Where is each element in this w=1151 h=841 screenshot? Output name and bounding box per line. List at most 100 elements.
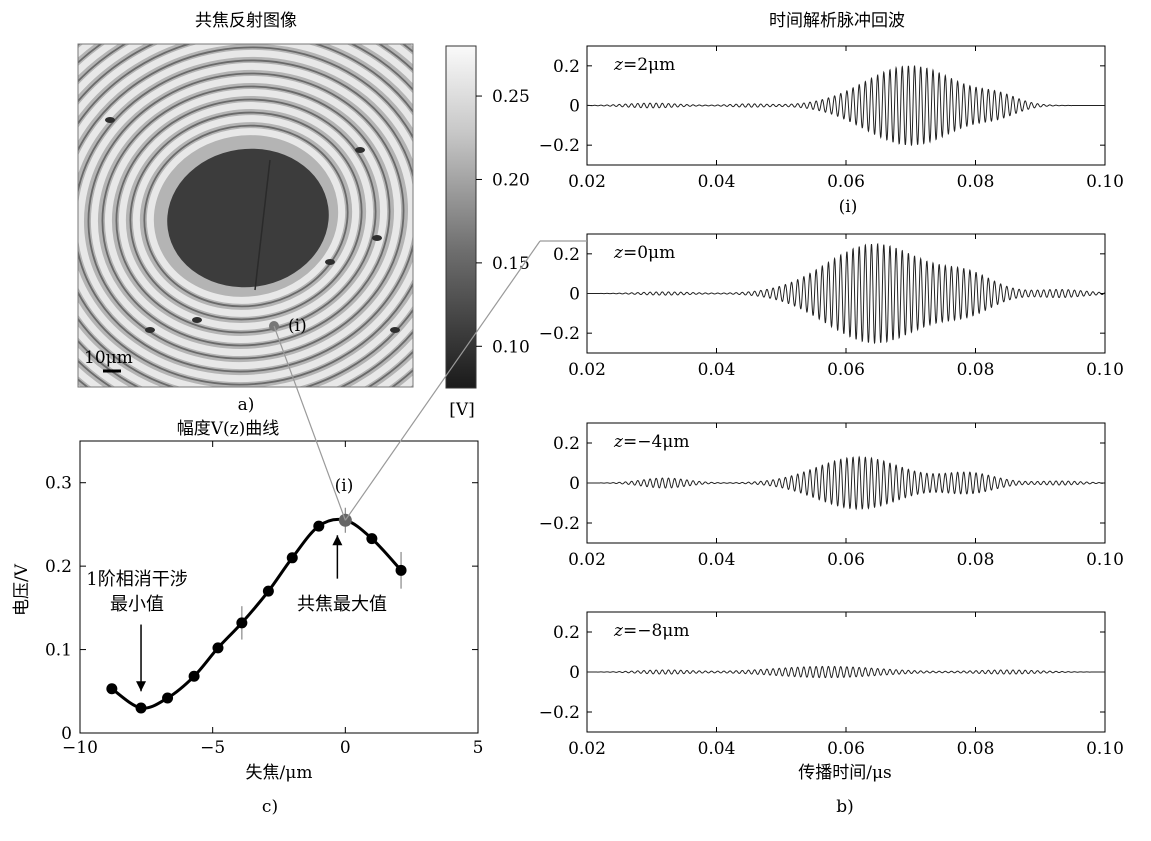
- vz-point: [366, 533, 378, 545]
- dark-specks: [105, 117, 400, 333]
- panel-b-xlabel: 传播时间/μs: [798, 763, 892, 783]
- x-tick-label: 0.06: [827, 172, 865, 192]
- confocal-image: [78, 44, 413, 387]
- x-tick-label: 0.02: [568, 172, 606, 192]
- vz-point: [262, 585, 274, 597]
- ring-dark: [129, 111, 363, 321]
- connector-point-to-echo: [344, 240, 541, 521]
- ring-dark: [115, 98, 377, 334]
- x-tick-label: 0.04: [698, 550, 736, 570]
- vz-point: [395, 564, 407, 576]
- speck: [192, 317, 202, 323]
- speck: [145, 327, 155, 333]
- y-tick-label: 0.2: [553, 245, 580, 265]
- vz-point: [286, 552, 298, 564]
- x-tick-label: 0.08: [957, 172, 995, 192]
- x-tick-label: 0.02: [568, 550, 606, 570]
- y-tick-label: −0.2: [539, 703, 580, 723]
- x-tick-label: 0.10: [1086, 550, 1124, 570]
- z-label: z=0μm: [613, 243, 675, 263]
- max-arrow-head: [332, 535, 343, 546]
- panel-a-label: a): [238, 395, 255, 415]
- connector-image-to-point: [273, 325, 346, 521]
- panel-a-title: 共焦反射图像: [195, 11, 297, 31]
- z-label: z=−4μm: [613, 432, 689, 452]
- ring-dark: [78, 59, 413, 373]
- x-tick-label: 0.06: [827, 360, 865, 380]
- x-tick-label: 0.10: [1086, 172, 1124, 192]
- image-frame: [77, 43, 414, 388]
- x-tick-label: 5: [473, 738, 484, 758]
- speck: [325, 259, 335, 265]
- speck: [390, 327, 400, 333]
- vz-plot: −10 −5 0 5 0.3 0.2 0.1 0: [45, 440, 484, 758]
- y-tick-label: −0.2: [539, 324, 580, 344]
- ring-dark: [143, 124, 349, 308]
- panel-c-label: c): [262, 797, 278, 817]
- y-tick-label: −0.2: [539, 136, 580, 156]
- y-tick-label: 0: [61, 724, 72, 744]
- vz-point: [188, 670, 200, 682]
- vz-point: [162, 692, 174, 704]
- y-tick-label: 0.3: [45, 474, 72, 494]
- connector-lines: [273, 240, 587, 521]
- panel-c-title: 幅度V(z)曲线: [177, 419, 280, 439]
- x-tick-label: 0: [340, 738, 351, 758]
- echo-waveform: [587, 242, 1106, 345]
- ring-light: [146, 128, 346, 304]
- x-tick-label: 0.06: [827, 550, 865, 570]
- echo-plot-3: 0.02 0.04 0.06 0.08 0.10 0.2 0 −0.2 z=−8μm: [539, 611, 1124, 759]
- ring-dark: [101, 85, 391, 347]
- panel-c-xlabel: 失焦/μm: [246, 763, 313, 783]
- ring-light: [78, 49, 413, 383]
- x-tick-label: 0.08: [957, 360, 995, 380]
- x-tick-label: 0.02: [568, 739, 606, 759]
- vz-point: [236, 617, 248, 629]
- vz-plot-axes: [79, 440, 479, 734]
- echo-plot-2: 0.02 0.04 0.06 0.08 0.10 0.2 0 −0.2 z=−4μm: [539, 422, 1124, 570]
- x-tick-label: 0.02: [568, 360, 606, 380]
- echo-plot-1: 0.02 0.04 0.06 0.08 0.10 0.2 0 −0.2 z=0μm: [539, 233, 1124, 380]
- x-tick-label: 0.04: [698, 172, 736, 192]
- x-tick-label: 0.04: [698, 360, 736, 380]
- y-tick-label: 0: [569, 474, 580, 494]
- ring-light: [118, 102, 374, 330]
- x-tick-label: 0.06: [827, 739, 865, 759]
- max-annotation: 共焦最大值: [297, 594, 387, 615]
- vz-point: [106, 683, 118, 695]
- colorbar: [445, 45, 477, 389]
- x-tick-label: 0.10: [1086, 360, 1124, 380]
- echo-plot-0: 0.02 0.04 0.06 0.08 0.10 0.2 0 −0.2 z=2μm: [539, 45, 1124, 192]
- echo-waveform: [587, 455, 1106, 511]
- echo-waveform: [586, 665, 1105, 679]
- vz-point: [135, 702, 147, 714]
- echo-waveform: [586, 64, 1105, 147]
- y-tick-label: 0: [569, 285, 580, 305]
- min-arrow-head: [136, 681, 147, 692]
- y-tick-label: 0: [569, 97, 580, 117]
- y-tick-label: 0: [569, 663, 580, 683]
- colorbar-unit: [V]: [449, 400, 475, 420]
- y-tick-label: 0.1: [45, 641, 72, 661]
- scale-bar-label: 10μm: [84, 348, 133, 368]
- y-tick-label: 0.2: [45, 557, 72, 577]
- x-tick-label: −5: [200, 738, 225, 758]
- x-tick-label: 0.04: [698, 739, 736, 759]
- core-crack: [254, 159, 271, 291]
- speck: [355, 147, 365, 153]
- ring-light: [104, 89, 388, 343]
- ring-dark: [78, 46, 413, 386]
- panel-b-title: 时间解析脉冲回波: [769, 11, 905, 31]
- y-tick-label: 0.2: [553, 623, 580, 643]
- panel-b-label: b): [836, 797, 854, 817]
- speck: [372, 235, 382, 241]
- dark-core: [167, 148, 329, 288]
- colorbar-tick-label: 0.10: [492, 337, 530, 357]
- vz-point-label: (i): [335, 476, 354, 496]
- z-label: z=−8μm: [613, 621, 689, 641]
- x-tick-label: −10: [62, 738, 98, 758]
- colorbar-tick-label: 0.20: [492, 170, 530, 190]
- x-tick-label: 0.08: [957, 550, 995, 570]
